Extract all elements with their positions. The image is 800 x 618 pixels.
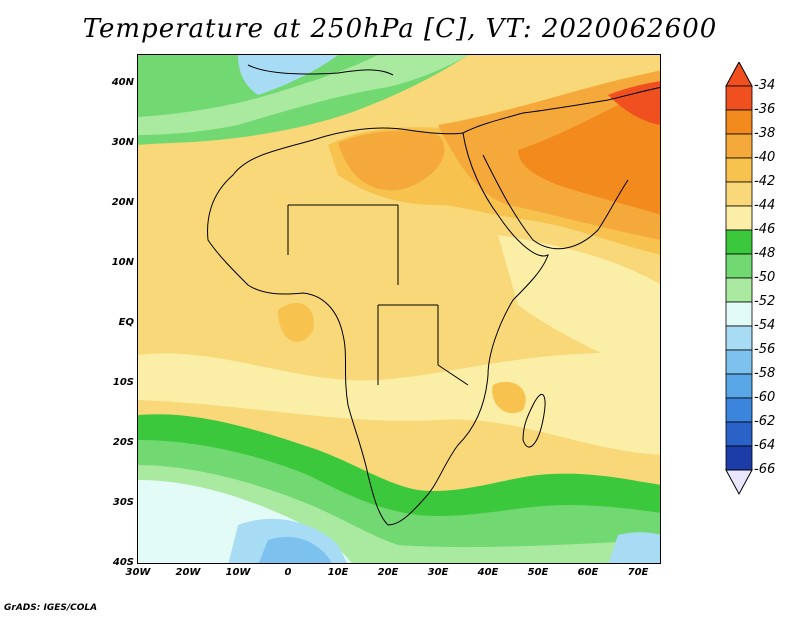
colorbar-cell bbox=[725, 157, 753, 183]
lon-label: 60E bbox=[577, 567, 599, 578]
colorbar-cell bbox=[725, 397, 753, 423]
colorbar-label: -42 bbox=[754, 174, 776, 189]
lon-label: 50E bbox=[527, 567, 549, 578]
lat-label: 20S bbox=[112, 437, 134, 448]
colorbar-label: -54 bbox=[754, 318, 776, 333]
lon-label: 20E bbox=[377, 567, 399, 578]
lat-label: 30N bbox=[111, 137, 134, 148]
lat-label: EQ bbox=[118, 317, 134, 328]
temperature-map bbox=[137, 54, 661, 564]
colorbar-cell bbox=[725, 349, 753, 375]
lat-label: 40N bbox=[111, 77, 134, 88]
map-title: Temperature at 250hPa [C], VT: 202006260… bbox=[82, 14, 718, 44]
colorbar-label: -50 bbox=[754, 270, 776, 285]
lon-label: 70E bbox=[627, 567, 649, 578]
colorbar-label: -48 bbox=[754, 246, 776, 261]
colorbar-label: -66 bbox=[754, 462, 776, 477]
colorbar-cell bbox=[725, 181, 753, 207]
colorbar-cell bbox=[725, 253, 753, 279]
lat-label: 10N bbox=[111, 257, 134, 268]
field-minus-54-southeast bbox=[608, 532, 660, 563]
colorbar-cell bbox=[725, 301, 753, 327]
colorbar-cell bbox=[725, 373, 753, 399]
temperature-field bbox=[138, 55, 660, 563]
colorbar-top-arrow bbox=[725, 62, 753, 87]
lat-label: 40S bbox=[112, 557, 134, 568]
colorbar-cell bbox=[725, 277, 753, 303]
colorbar-label: -34 bbox=[754, 78, 776, 93]
lat-label: 20N bbox=[111, 197, 134, 208]
lon-label: 30E bbox=[427, 567, 449, 578]
colorbar-label: -58 bbox=[754, 366, 776, 381]
colorbar-bottom-arrow bbox=[725, 469, 753, 496]
field-minus-38-sahara bbox=[338, 130, 445, 191]
lat-label: 10S bbox=[112, 377, 134, 388]
europe-coast bbox=[247, 64, 394, 76]
africa-coastline bbox=[207, 127, 549, 526]
colorbar-label: -46 bbox=[754, 222, 776, 237]
lon-label: 30W bbox=[125, 567, 151, 578]
country-borders bbox=[287, 204, 469, 386]
colorbar-label: -60 bbox=[754, 390, 776, 405]
colorbar-label: -38 bbox=[754, 126, 776, 141]
field-minus-56-south bbox=[258, 536, 332, 563]
colorbar-cell bbox=[725, 445, 753, 471]
colorbar-cell bbox=[725, 229, 753, 255]
colorbar-label: -52 bbox=[754, 294, 776, 309]
colorbar-label: -64 bbox=[754, 438, 776, 453]
lon-label: 20W bbox=[175, 567, 201, 578]
lon-label: 10W bbox=[225, 567, 251, 578]
colorbar-cell bbox=[725, 109, 753, 135]
colorbar-cell bbox=[725, 85, 753, 111]
lon-label: 10E bbox=[327, 567, 349, 578]
colorbar-label: -56 bbox=[754, 342, 776, 357]
colorbar-label: -62 bbox=[754, 414, 776, 429]
madagascar-coast bbox=[522, 393, 546, 448]
colorbar-cell bbox=[725, 325, 753, 351]
colorbar-label: -36 bbox=[754, 102, 776, 117]
field-minus-44-band bbox=[138, 353, 660, 455]
colorbar bbox=[725, 62, 753, 496]
credit-text: GrADS: IGES/COLA bbox=[4, 603, 98, 613]
colorbar-cell bbox=[725, 133, 753, 159]
field-minus-54-north bbox=[238, 55, 338, 95]
field-minus-36 bbox=[518, 81, 660, 215]
lon-label: 40E bbox=[477, 567, 499, 578]
field-minus-34 bbox=[608, 81, 660, 125]
colorbar-label: -44 bbox=[754, 198, 776, 213]
lon-label: 0 bbox=[284, 567, 292, 578]
lat-label: 30S bbox=[112, 497, 134, 508]
colorbar-cell bbox=[725, 421, 753, 447]
field-minus-40-blob-east bbox=[492, 381, 526, 414]
field-minus-40-blob-west bbox=[278, 302, 314, 342]
red-sea-arabia-coast bbox=[482, 154, 629, 250]
arabia-north-coast bbox=[462, 86, 660, 134]
coastlines bbox=[207, 64, 660, 526]
colorbar-cell bbox=[725, 205, 753, 231]
colorbar-label: -40 bbox=[754, 150, 776, 165]
